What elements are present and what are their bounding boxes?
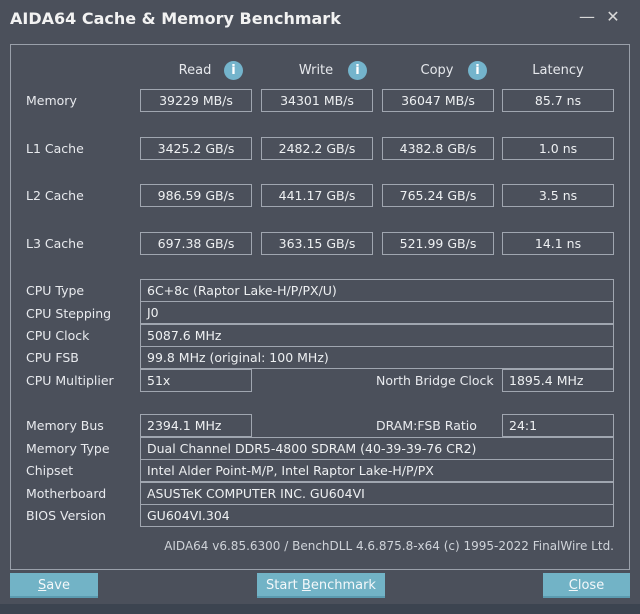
cpu-type-value: 6C+8c (Raptor Lake-H/P/PX/U) xyxy=(140,279,614,302)
bench-value-write: 363.15 GB/s xyxy=(261,232,373,255)
bench-row-label: Memory xyxy=(26,93,77,108)
window-title: AIDA64 Cache & Memory Benchmark xyxy=(10,9,341,28)
copy-info-icon[interactable]: i xyxy=(468,61,487,80)
cpu-multiplier-value: 51x xyxy=(140,369,252,392)
bench-row-label: L2 Cache xyxy=(26,188,84,203)
cpu-fsb-label: CPU FSB xyxy=(26,350,79,365)
motherboard-label: Motherboard xyxy=(26,486,107,501)
memory-type-label: Memory Type xyxy=(26,441,110,456)
bench-value-latency: 14.1 ns xyxy=(502,232,614,255)
cpu-fsb-value: 99.8 MHz (original: 100 MHz) xyxy=(140,346,614,369)
cpu-type-label: CPU Type xyxy=(26,283,85,298)
version-footer: AIDA64 v6.85.6300 / BenchDLL 4.6.875.8-x… xyxy=(164,539,614,553)
bench-value-copy: 521.99 GB/s xyxy=(382,232,494,255)
cpu-multiplier-label: CPU Multiplier xyxy=(26,373,114,388)
read-header: Read xyxy=(178,63,212,78)
bench-value-latency: 1.0 ns xyxy=(502,137,614,160)
memory-type-value: Dual Channel DDR5-4800 SDRAM (40-39-39-7… xyxy=(140,437,614,460)
taskbar-strip xyxy=(0,604,640,614)
bench-value-write: 34301 MB/s xyxy=(261,89,373,112)
bench-value-copy: 765.24 GB/s xyxy=(382,184,494,207)
cpu-clock-label: CPU Clock xyxy=(26,328,90,343)
nb-clock-value: 1895.4 MHz xyxy=(502,369,614,392)
bench-value-copy: 36047 MB/s xyxy=(382,89,494,112)
dram-ratio-value: 24:1 xyxy=(502,414,614,437)
bios-label: BIOS Version xyxy=(26,508,106,523)
motherboard-value: ASUSTeK COMPUTER INC. GU604VI xyxy=(140,482,614,505)
chipset-value: Intel Alder Point-M/P, Intel Raptor Lake… xyxy=(140,459,614,482)
write-info-icon[interactable]: i xyxy=(348,61,367,80)
dram-ratio-label: DRAM:FSB Ratio xyxy=(376,418,477,433)
nb-clock-label: North Bridge Clock xyxy=(376,373,494,388)
bench-value-read: 697.38 GB/s xyxy=(140,232,252,255)
save-button[interactable]: Save xyxy=(10,573,98,598)
cpu-stepping-value: J0 xyxy=(140,301,614,324)
bench-value-read: 3425.2 GB/s xyxy=(140,137,252,160)
copy-header: Copy xyxy=(420,63,454,78)
memory-bus-label: Memory Bus xyxy=(26,418,104,433)
read-info-icon[interactable]: i xyxy=(224,61,243,80)
close-button[interactable]: Close xyxy=(543,573,630,598)
bios-value: GU604VI.304 xyxy=(140,504,614,527)
chipset-label: Chipset xyxy=(26,463,74,478)
bench-value-latency: 3.5 ns xyxy=(502,184,614,207)
bench-value-read: 39229 MB/s xyxy=(140,89,252,112)
bench-value-copy: 4382.8 GB/s xyxy=(382,137,494,160)
bench-value-latency: 85.7 ns xyxy=(502,89,614,112)
results-panel xyxy=(10,44,630,570)
bench-row-label: L1 Cache xyxy=(26,141,84,156)
bench-value-read: 986.59 GB/s xyxy=(140,184,252,207)
close-window-button[interactable]: ✕ xyxy=(606,7,620,26)
memory-bus-value: 2394.1 MHz xyxy=(140,414,252,437)
cpu-clock-value: 5087.6 MHz xyxy=(140,324,614,347)
bench-value-write: 2482.2 GB/s xyxy=(261,137,373,160)
write-header: Write xyxy=(298,63,334,78)
bench-row-label: L3 Cache xyxy=(26,236,84,251)
cpu-stepping-label: CPU Stepping xyxy=(26,306,112,321)
start-benchmark-button[interactable]: Start Benchmark xyxy=(257,573,385,598)
bench-value-write: 441.17 GB/s xyxy=(261,184,373,207)
minimize-button[interactable]: — xyxy=(579,7,595,26)
latency-header: Latency xyxy=(532,63,584,78)
